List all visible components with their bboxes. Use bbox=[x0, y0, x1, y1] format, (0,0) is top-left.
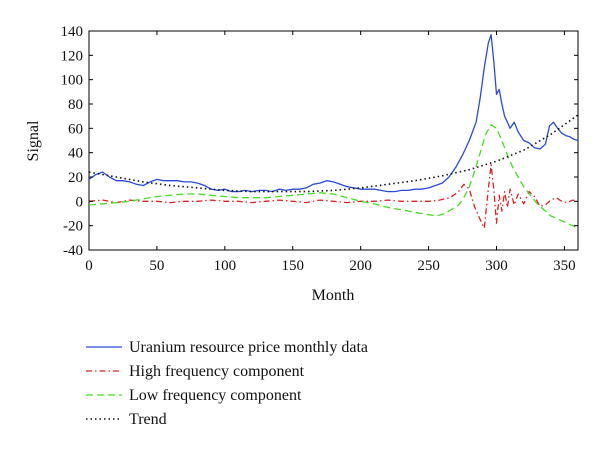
y-tick-label: 140 bbox=[61, 24, 84, 40]
x-tick-label: 200 bbox=[349, 258, 372, 274]
y-tick-label: 40 bbox=[68, 146, 83, 162]
x-tick-label: 300 bbox=[485, 258, 508, 274]
y-tick-label: 0 bbox=[76, 194, 84, 210]
x-tick-label: 0 bbox=[85, 258, 93, 274]
series-line-uranium-resource-price-monthly-data bbox=[89, 34, 578, 193]
x-tick-label: 150 bbox=[282, 258, 305, 274]
legend-label-low-frequency-component: Low frequency component bbox=[129, 387, 302, 404]
y-tick-label: 80 bbox=[68, 97, 83, 113]
legend: Uranium resource price monthly data High … bbox=[86, 339, 368, 428]
y-axis-title: Signal bbox=[25, 120, 42, 161]
y-tick-label: 100 bbox=[61, 73, 84, 89]
x-tick-label: 350 bbox=[553, 258, 576, 274]
legend-label-trend: Trend bbox=[129, 411, 167, 428]
legend-label-uranium-resource-price-monthly-data: Uranium resource price monthly data bbox=[129, 339, 368, 356]
y-tick-label: -20 bbox=[63, 219, 83, 235]
y-tick-label: -40 bbox=[63, 243, 83, 259]
x-tick-label: 50 bbox=[149, 258, 164, 274]
x-axis-title: Month bbox=[312, 287, 355, 304]
plot-area bbox=[88, 30, 579, 251]
series-line-low-frequency-component bbox=[89, 124, 578, 229]
y-tick-label: 60 bbox=[68, 121, 83, 137]
series-layer bbox=[89, 34, 578, 229]
series-line-high-frequency-component bbox=[89, 164, 578, 229]
x-tick-label: 100 bbox=[214, 258, 237, 274]
x-tick-label: 250 bbox=[417, 258, 440, 274]
y-tick-label: 20 bbox=[68, 170, 83, 186]
legend-label-high-frequency-component: High frequency component bbox=[129, 363, 305, 380]
x-axis-ticks: 0 50 100 150 200 250 300 350 bbox=[85, 31, 576, 274]
y-axis-ticks: -40 -20 0 20 40 60 80 100 120 140 bbox=[61, 24, 578, 259]
y-tick-label: 120 bbox=[61, 48, 84, 64]
